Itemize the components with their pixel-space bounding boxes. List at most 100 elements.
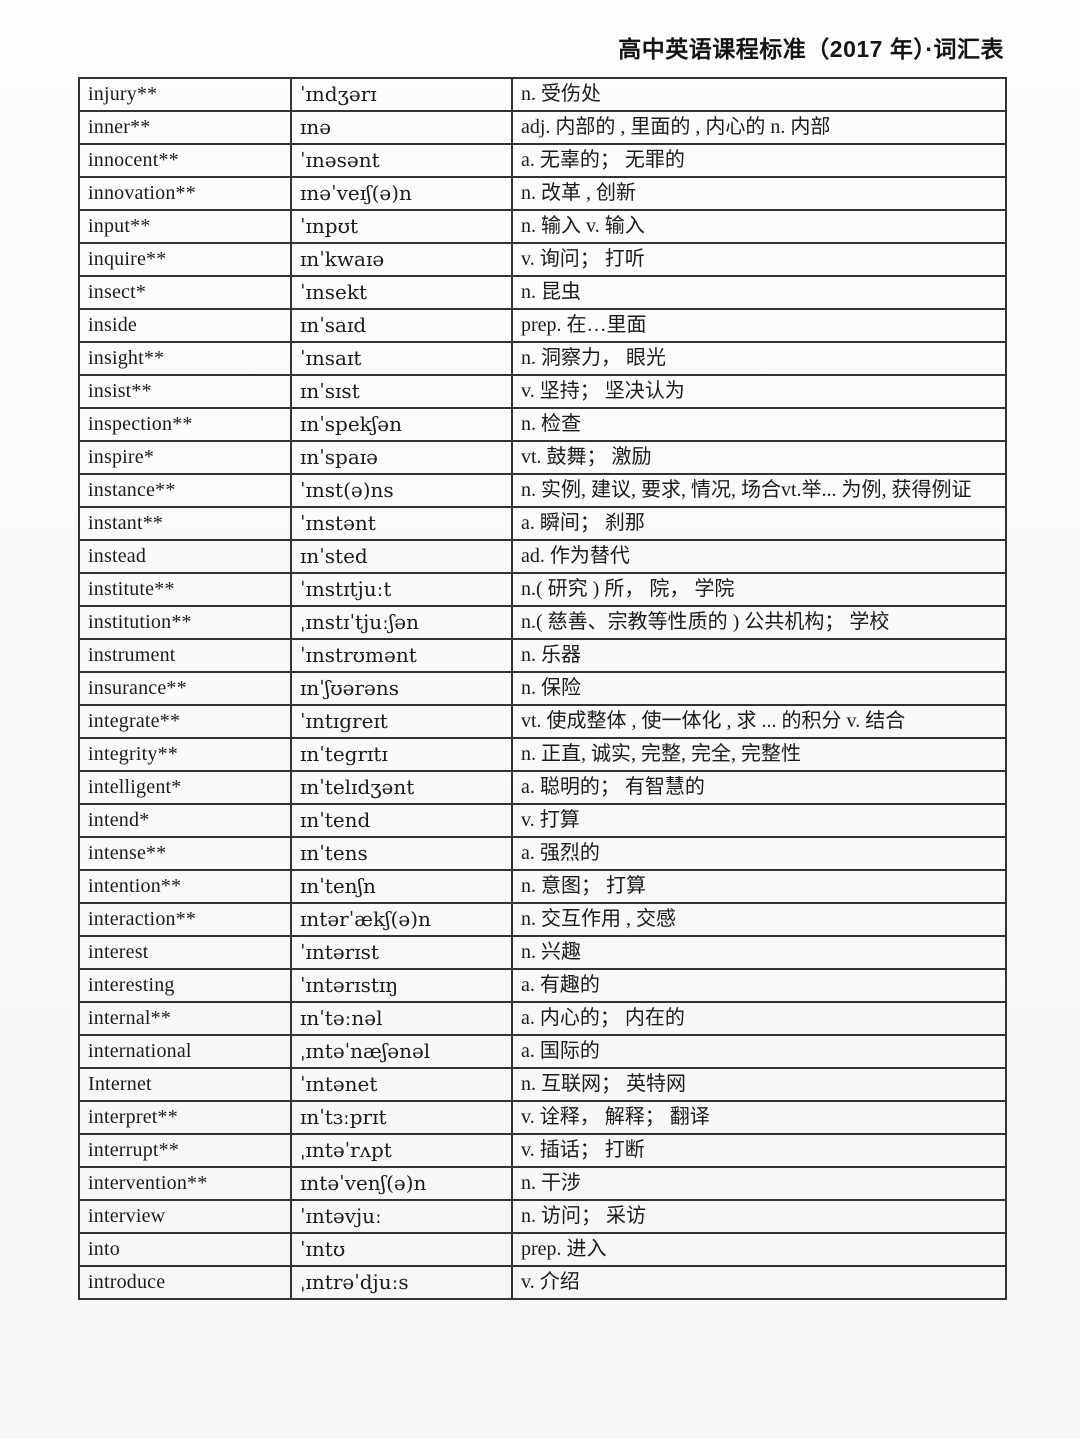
phonetic-cell: ɪnˈsɪst [290, 374, 513, 409]
phonetic-cell: ˈɪnstɪtjuːt [290, 572, 513, 607]
table-row: interpret** ɪnˈtɜːprɪt v. 诠释， 解释； 翻译 [78, 1100, 1007, 1135]
vocab-table: injury** ˈɪndʒərɪ n. 受伤处 inner** ɪnə adj… [78, 77, 1007, 1300]
word-cell: Internet [78, 1067, 292, 1102]
definition-cell: n.( 研究 ) 所， 院， 学院 [511, 572, 1007, 607]
definition-cell: n. 交互作用 , 交感 [511, 902, 1007, 937]
table-row: insect* ˈɪnsekt n. 昆虫 [78, 275, 1007, 310]
definition-cell: n. 干涉 [511, 1166, 1007, 1201]
page-title: 高中英语课程标准（2017 年）·词汇表 [618, 36, 1004, 62]
word-cell: intelligent* [78, 770, 292, 805]
definition-cell: n. 改革 , 创新 [511, 176, 1007, 211]
phonetic-cell: ˌɪntəˈrʌpt [290, 1133, 513, 1168]
definition-cell: n. 意图； 打算 [511, 869, 1007, 904]
phonetic-cell: ˈɪnst(ə)ns [290, 473, 513, 508]
table-row: inspection** ɪnˈspekʃən n. 检查 [78, 407, 1007, 442]
definition-cell: n. 访问； 采访 [511, 1199, 1007, 1234]
word-cell: inspection** [78, 407, 292, 442]
table-row: interaction** ɪntərˈækʃ(ə)n n. 交互作用 , 交感 [78, 902, 1007, 937]
word-cell: insurance** [78, 671, 292, 706]
definition-cell: v. 打算 [511, 803, 1007, 838]
table-row: insight** ˈɪnsaɪt n. 洞察力， 眼光 [78, 341, 1007, 376]
phonetic-cell: ɪnəˈveɪʃ(ə)n [290, 176, 513, 211]
phonetic-cell: ˌɪntrəˈdjuːs [290, 1265, 513, 1300]
definition-cell: v. 坚持； 坚决认为 [511, 374, 1007, 409]
word-cell: inquire** [78, 242, 292, 277]
word-cell: insect* [78, 275, 292, 310]
table-row: integrity** ɪnˈtegrɪtɪ n. 正直, 诚实, 完整, 完全… [78, 737, 1007, 772]
table-row: insist** ɪnˈsɪst v. 坚持； 坚决认为 [78, 374, 1007, 409]
phonetic-cell: ɪnˈtenʃn [290, 869, 513, 904]
word-cell: instant** [78, 506, 292, 541]
definition-cell: n. 输入 v. 输入 [511, 209, 1007, 244]
phonetic-cell: ˈɪntərɪstɪŋ [290, 968, 513, 1003]
phonetic-cell: ɪntərˈækʃ(ə)n [290, 902, 513, 937]
definition-cell: vt. 鼓舞； 激励 [511, 440, 1007, 475]
word-cell: interest [78, 935, 292, 970]
word-cell: introduce [78, 1265, 292, 1300]
word-cell: innocent** [78, 143, 292, 178]
phonetic-cell: ˈɪnstənt [290, 506, 513, 541]
word-cell: inner** [78, 110, 292, 145]
table-row: injury** ˈɪndʒərɪ n. 受伤处 [78, 77, 1007, 112]
phonetic-cell: ɪnˈsted [290, 539, 513, 574]
table-row: institute** ˈɪnstɪtjuːt n.( 研究 ) 所， 院， 学… [78, 572, 1007, 607]
table-row: intention** ɪnˈtenʃn n. 意图； 打算 [78, 869, 1007, 904]
table-row: inspire* ɪnˈspaɪə vt. 鼓舞； 激励 [78, 440, 1007, 475]
word-cell: instance** [78, 473, 292, 508]
definition-cell: a. 国际的 [511, 1034, 1007, 1069]
word-cell: institution** [78, 605, 292, 640]
definition-cell: v. 插话； 打断 [511, 1133, 1007, 1168]
word-cell: intervention** [78, 1166, 292, 1201]
definition-cell: n. 昆虫 [511, 275, 1007, 310]
definition-cell: n. 洞察力， 眼光 [511, 341, 1007, 376]
phonetic-cell: ˈɪnsekt [290, 275, 513, 310]
table-row: insurance** ɪnˈʃʊərəns n. 保险 [78, 671, 1007, 706]
phonetic-cell: ˈɪntɪgreɪt [290, 704, 513, 739]
definition-cell: a. 有趣的 [511, 968, 1007, 1003]
definition-cell: n. 保险 [511, 671, 1007, 706]
word-cell: interaction** [78, 902, 292, 937]
phonetic-cell: ɪnˈtəːnəl [290, 1001, 513, 1036]
phonetic-cell: ˌɪnstɪˈtjuːʃən [290, 605, 513, 640]
word-cell: institute** [78, 572, 292, 607]
phonetic-cell: ˈɪndʒərɪ [290, 77, 513, 112]
phonetic-cell: ˈɪntəvjuː [290, 1199, 513, 1234]
word-cell: interpret** [78, 1100, 292, 1135]
word-cell: inspire* [78, 440, 292, 475]
table-row: instance** ˈɪnst(ə)ns n. 实例, 建议, 要求, 情况,… [78, 473, 1007, 508]
definition-cell: n. 检查 [511, 407, 1007, 442]
phonetic-cell: ɪnˈsaɪd [290, 308, 513, 343]
word-cell: injury** [78, 77, 292, 112]
definition-cell: v. 诠释， 解释； 翻译 [511, 1100, 1007, 1135]
word-cell: insist** [78, 374, 292, 409]
table-row: instrument ˈɪnstrʊmənt n. 乐器 [78, 638, 1007, 673]
table-row: Internet ˈɪntənet n. 互联网； 英特网 [78, 1067, 1007, 1102]
table-row: inner** ɪnə adj. 内部的 , 里面的 , 内心的 n. 内部 [78, 110, 1007, 145]
table-row: internal** ɪnˈtəːnəl a. 内心的； 内在的 [78, 1001, 1007, 1036]
definition-cell: ad. 作为替代 [511, 539, 1007, 574]
definition-cell: v. 询问； 打听 [511, 242, 1007, 277]
word-cell: insight** [78, 341, 292, 376]
table-row: international ˌɪntəˈnæʃənəl a. 国际的 [78, 1034, 1007, 1069]
definition-cell: prep. 在…里面 [511, 308, 1007, 343]
table-row: instant** ˈɪnstənt a. 瞬间； 刹那 [78, 506, 1007, 541]
phonetic-cell: ɪntəˈvenʃ(ə)n [290, 1166, 513, 1201]
phonetic-cell: ɪnˈtegrɪtɪ [290, 737, 513, 772]
definition-cell: n. 受伤处 [511, 77, 1007, 112]
definition-cell: n. 互联网； 英特网 [511, 1067, 1007, 1102]
word-cell: intention** [78, 869, 292, 904]
definition-cell: a. 聪明的； 有智慧的 [511, 770, 1007, 805]
definition-cell: n. 正直, 诚实, 完整, 完全, 完整性 [511, 737, 1007, 772]
word-cell: integrity** [78, 737, 292, 772]
definition-cell: adj. 内部的 , 里面的 , 内心的 n. 内部 [511, 110, 1007, 145]
phonetic-cell: ˈɪnstrʊmənt [290, 638, 513, 673]
definition-cell: vt. 使成整体 , 使一体化 , 求 ... 的积分 v. 结合 [511, 704, 1007, 739]
word-cell: into [78, 1232, 292, 1267]
table-row: interview ˈɪntəvjuː n. 访问； 采访 [78, 1199, 1007, 1234]
word-cell: instrument [78, 638, 292, 673]
word-cell: intense** [78, 836, 292, 871]
table-row: interesting ˈɪntərɪstɪŋ a. 有趣的 [78, 968, 1007, 1003]
phonetic-cell: ɪnˈtens [290, 836, 513, 871]
phonetic-cell: ɪnˈtend [290, 803, 513, 838]
